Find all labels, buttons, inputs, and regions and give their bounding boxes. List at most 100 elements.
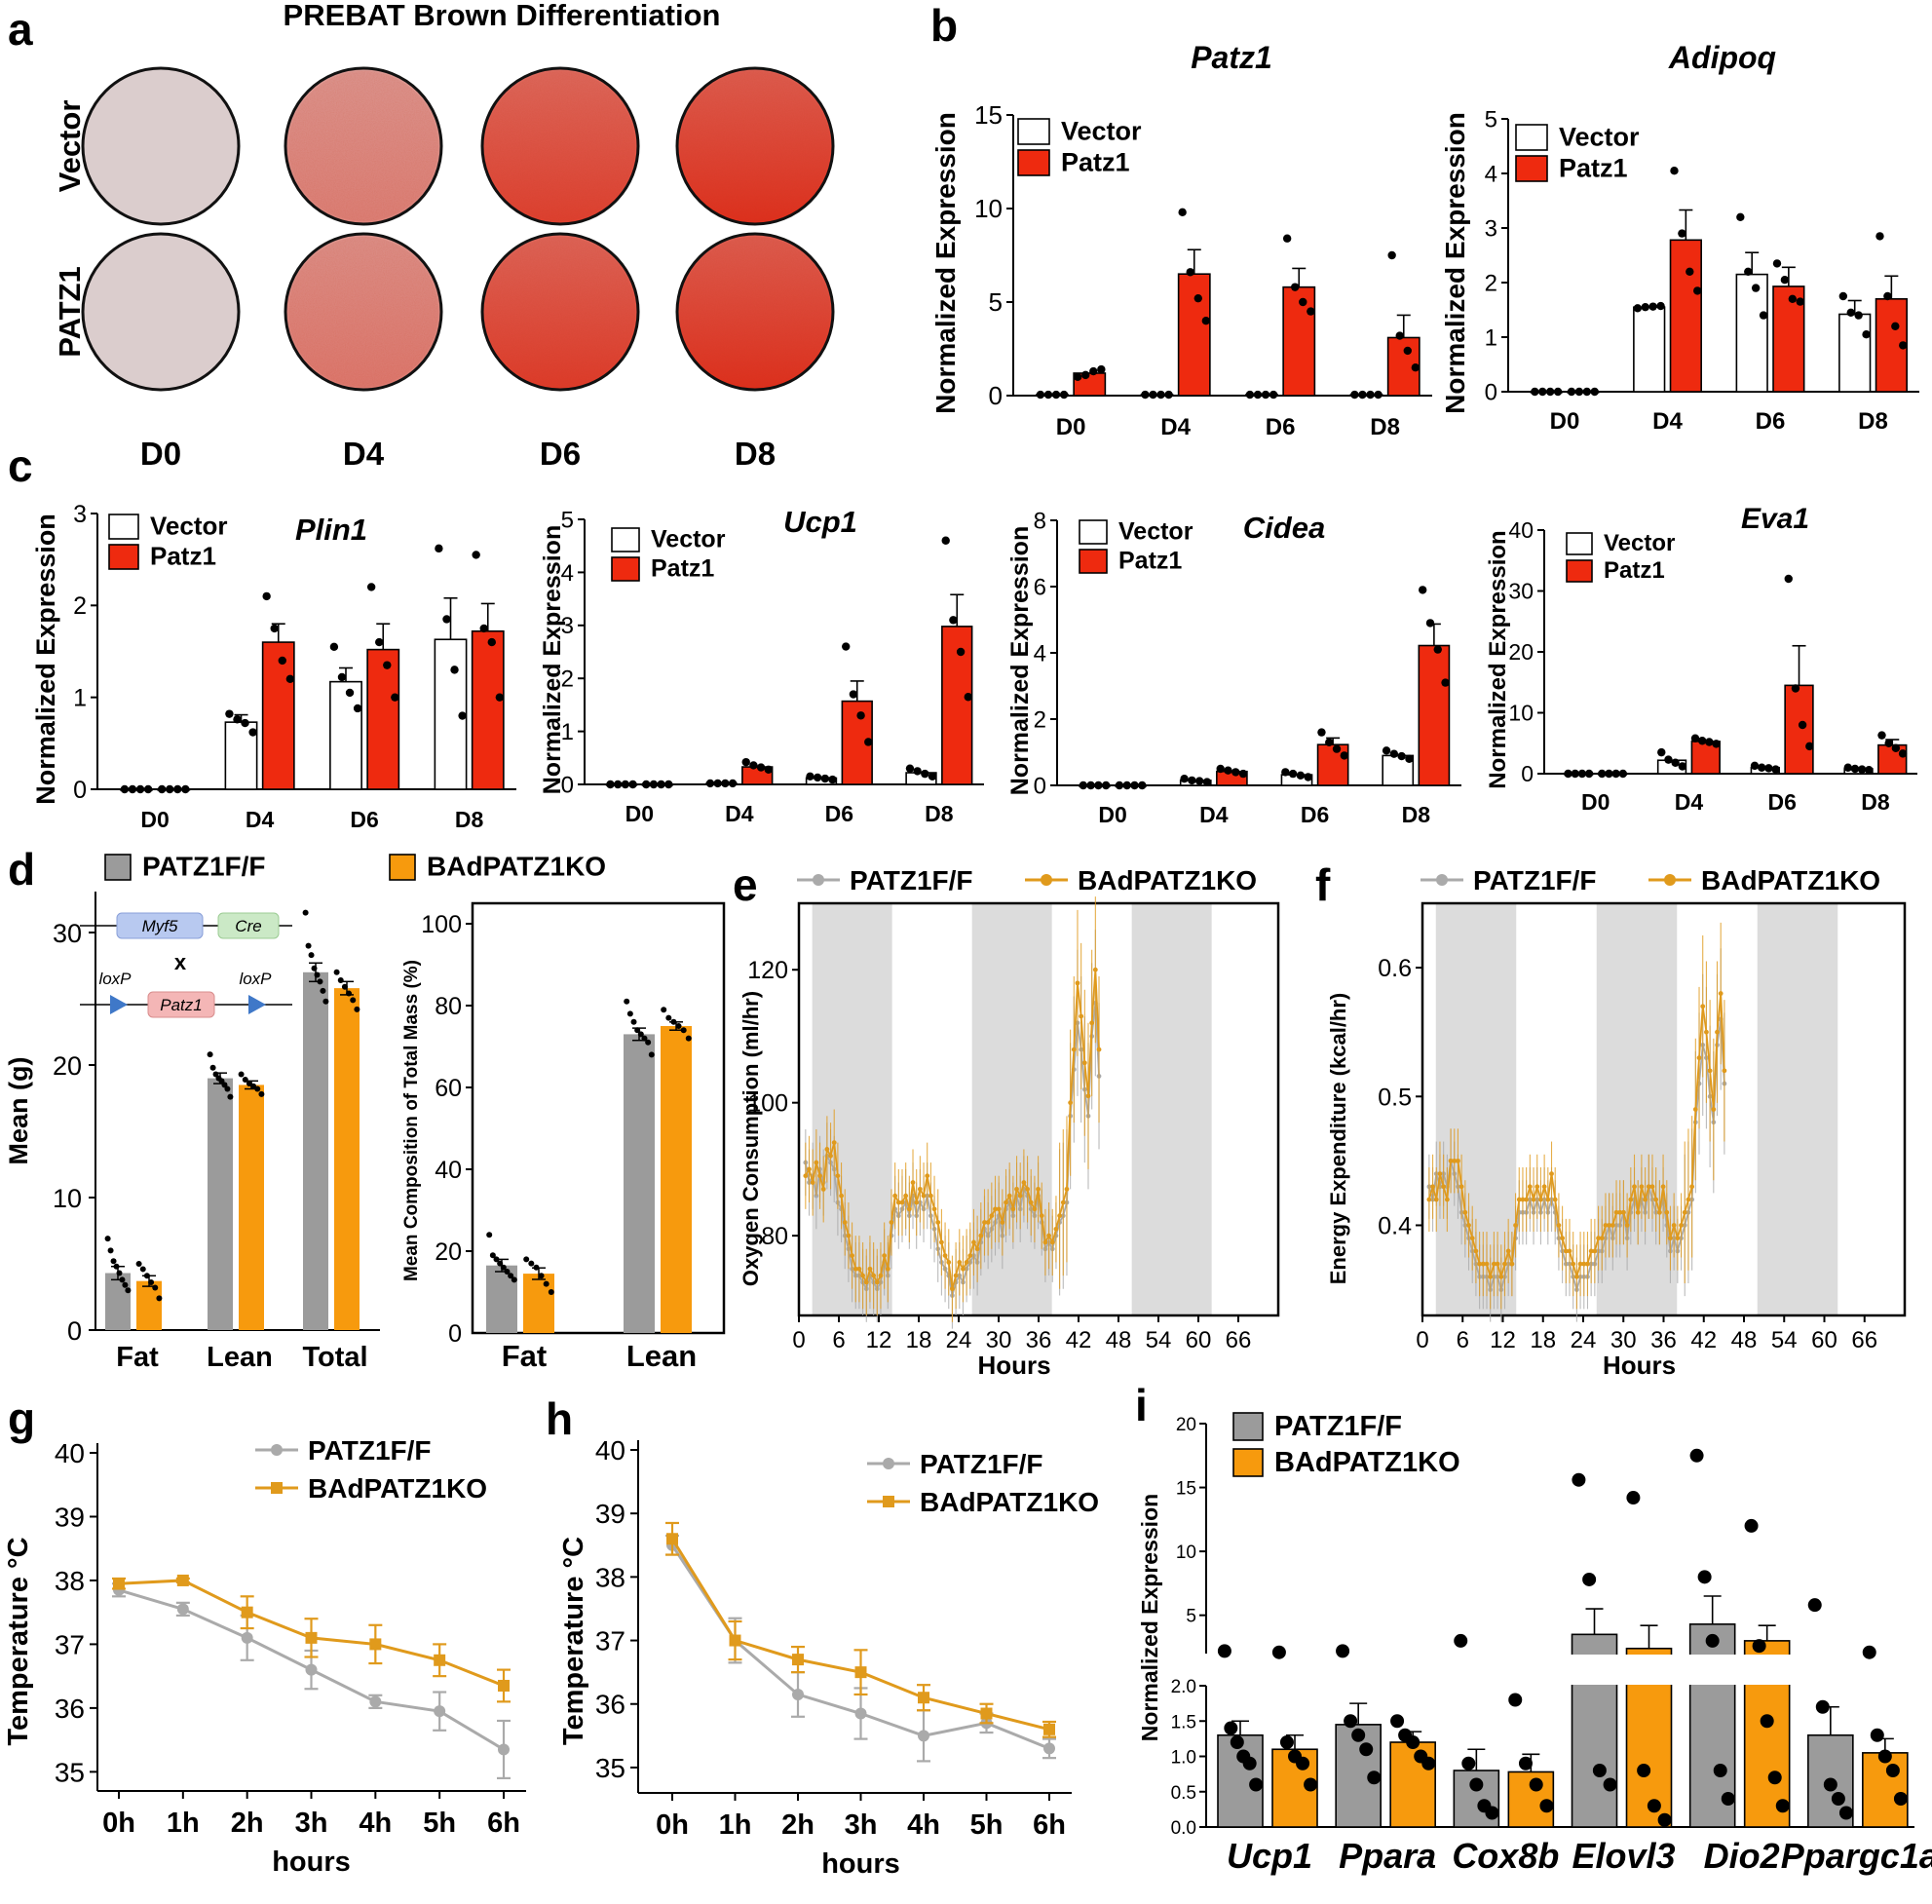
x-tick-label: D8 (1370, 414, 1400, 440)
data-point (606, 780, 615, 789)
data-point (974, 1246, 980, 1252)
data-point (1686, 1197, 1691, 1202)
panel-label-g: g (8, 1393, 35, 1444)
data-point (209, 1064, 216, 1071)
data-point (1358, 390, 1367, 400)
data-point (1245, 390, 1255, 400)
plate-texture (680, 237, 830, 387)
data-point (1899, 341, 1908, 350)
data-point (1531, 387, 1539, 397)
data-point (1053, 1226, 1059, 1232)
data-point (1780, 276, 1790, 285)
legend-patz1-label: Patz1 (1061, 147, 1130, 176)
data-point (1149, 390, 1157, 400)
data-point (369, 1638, 382, 1651)
data-point (1269, 390, 1278, 400)
data-point (225, 709, 234, 718)
data-point (1403, 346, 1412, 356)
data-point (1577, 1261, 1583, 1267)
x-tick-label: Ppargc1a (1781, 1836, 1932, 1876)
data-point (1639, 1184, 1645, 1190)
data-point (1000, 1220, 1005, 1225)
data-point (1389, 749, 1399, 758)
x-tick-label: D8 (1402, 802, 1431, 827)
data-point (1096, 1047, 1102, 1052)
data-point (814, 1160, 819, 1165)
data-point (1086, 781, 1095, 790)
data-point (353, 704, 362, 713)
data-point (1441, 678, 1450, 687)
data-point (1560, 1236, 1566, 1241)
bar-badpatz1ko-ppara (1389, 1741, 1436, 1828)
bar-patz1-d8 (1418, 644, 1451, 786)
y-tick-label: 5 (561, 507, 574, 533)
y-axis-label: Normalized Expression (1137, 1494, 1162, 1741)
data-point (1299, 297, 1307, 307)
y-tick-label: 36 (55, 1694, 85, 1724)
y-tick-label: 2 (1485, 270, 1497, 296)
y-tick-label: 20 (1176, 1415, 1196, 1435)
data-point (1718, 991, 1724, 996)
data-point (1751, 284, 1761, 292)
data-point (156, 1295, 163, 1302)
legend-patz1-label: Patz1 (1604, 557, 1665, 584)
dark-phase-band (1596, 903, 1678, 1315)
data-point (305, 1631, 318, 1644)
data-point (1750, 761, 1760, 771)
data-point (1656, 301, 1665, 311)
panel-label-h: h (546, 1393, 573, 1444)
y-tick-label: 37 (55, 1629, 85, 1659)
x-tick-label: D0 (1098, 802, 1126, 827)
data-point (856, 1266, 862, 1272)
data-point (346, 990, 353, 997)
x-tick-label: 54 (1146, 1327, 1172, 1353)
data-point (1491, 1261, 1496, 1267)
data-point (1796, 297, 1804, 306)
data-point (946, 1260, 952, 1265)
data-point (1653, 1197, 1659, 1202)
x-tick-label: 3h (295, 1808, 328, 1839)
data-point (1495, 1261, 1500, 1267)
data-point (1643, 1197, 1648, 1202)
data-point (479, 624, 488, 633)
data-point (1784, 574, 1793, 584)
data-point (1599, 1236, 1605, 1241)
y-tick-label: 100 (421, 911, 462, 938)
data-point (1721, 1792, 1735, 1806)
data-point (1156, 390, 1165, 400)
data-point (792, 1654, 804, 1666)
axis-break-gap (1623, 1655, 1675, 1685)
panel-label-d: d (8, 844, 35, 895)
data-point (1064, 1186, 1070, 1192)
axis-break (1204, 1655, 1208, 1685)
data-point (729, 1634, 741, 1647)
data-point (953, 1273, 959, 1278)
data-point (1406, 1735, 1421, 1749)
data-point (1261, 390, 1270, 400)
y-tick-label: 2 (1034, 706, 1046, 733)
data-point (241, 718, 249, 728)
x-tick-label: 5h (423, 1808, 456, 1839)
data-point (935, 1220, 941, 1225)
data-point (1231, 768, 1240, 777)
y-tick-label: 1 (73, 684, 87, 711)
plate-texture (288, 237, 438, 387)
data-point (1325, 738, 1334, 746)
data-point (120, 784, 130, 794)
data-point (1862, 330, 1871, 339)
legend-ko-swatch (389, 854, 416, 881)
y-tick-label: 35 (55, 1757, 85, 1787)
x-tick-label: D8 (1858, 408, 1888, 435)
plate-texture (288, 71, 438, 221)
data-point (1089, 366, 1098, 376)
data-point (434, 1705, 446, 1718)
data-point (1060, 1200, 1066, 1205)
y-tick-label: 5 (1485, 106, 1497, 133)
y-tick-label: 20 (435, 1238, 462, 1266)
data-point (1678, 762, 1687, 771)
y-tick-label: 10 (1508, 701, 1534, 726)
data-point (941, 536, 950, 545)
data-point (1592, 1764, 1607, 1777)
y-axis-label: Normalized Expression (539, 525, 566, 794)
legend-patz1-swatch (108, 544, 139, 570)
